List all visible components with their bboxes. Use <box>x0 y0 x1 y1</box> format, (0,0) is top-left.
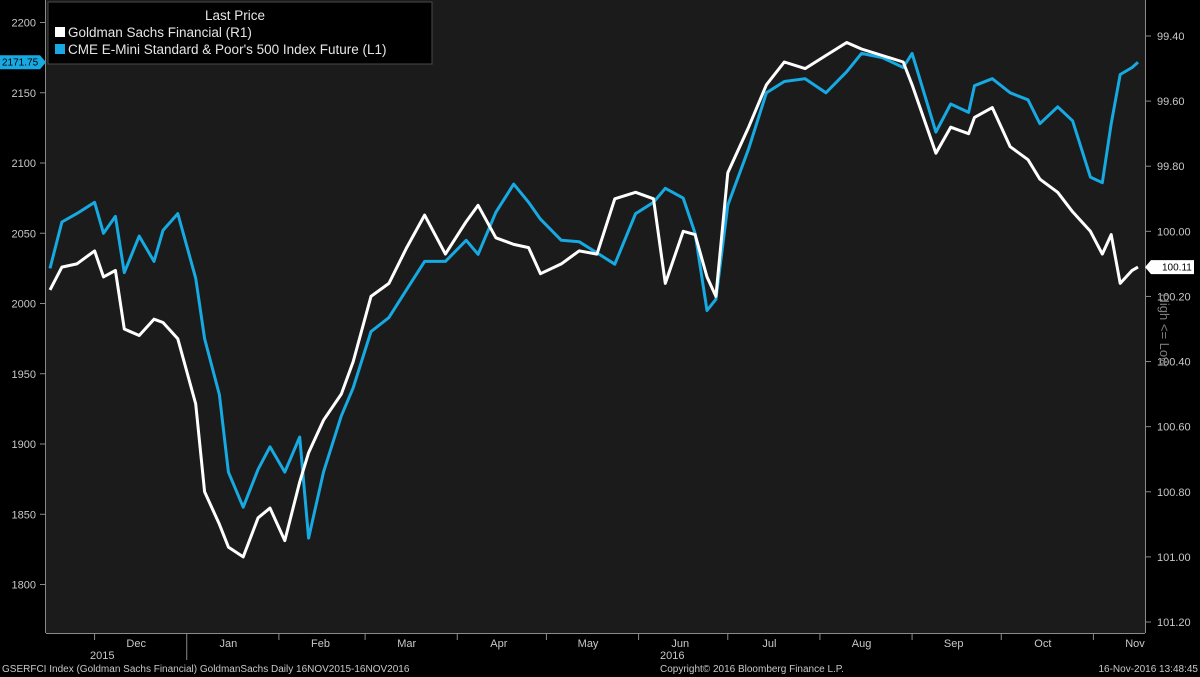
month-label: Feb <box>311 638 330 650</box>
left-tick-label: 1800 <box>12 580 36 592</box>
right-tick-label: 100.80 <box>1157 487 1191 499</box>
footer-ticker: GSERFCI Index (Goldman Sachs Financial) … <box>2 664 410 675</box>
left-last-value-flag: 2171.75 <box>0 55 46 70</box>
month-label: Jan <box>219 638 237 650</box>
plot-area <box>46 0 1145 633</box>
month-label: Nov <box>1125 638 1145 650</box>
left-tick-label: 2100 <box>12 158 36 170</box>
spx-future-line <box>48 51 1140 540</box>
month-label: May <box>578 638 599 650</box>
right-tick-label: 101.00 <box>1157 552 1191 564</box>
month-label: Oct <box>1034 638 1051 650</box>
month-label: Mar <box>397 638 416 650</box>
left-axis-ticks: 2200 2150 2100 2050 2000 1950 1900 1850 1800 <box>12 18 46 592</box>
month-label: Sep <box>944 638 964 650</box>
left-last-value-marker <box>0 55 46 70</box>
month-label: Aug <box>852 638 872 650</box>
right-tick-label: 99.60 <box>1157 96 1185 108</box>
right-tick-label: 99.80 <box>1157 161 1185 173</box>
right-tick-label: 100.20 <box>1157 291 1191 303</box>
month-label: Apr <box>490 638 507 650</box>
left-tick-label: 2050 <box>12 228 36 240</box>
legend-entry-goldman: Goldman Sachs Financial (R1) <box>68 25 252 40</box>
year-label: 2015 <box>90 650 114 662</box>
left-tick-label: 2150 <box>12 88 36 100</box>
left-tick-label: 2000 <box>12 299 36 311</box>
right-axis-label: High <= Low <box>1157 294 1172 368</box>
year-label: 2016 <box>660 650 684 662</box>
left-tick-label: 2200 <box>12 18 36 30</box>
right-axis-ticks: 99.40 99.60 99.80 100.00 100.20 100.40 100.60 1… <box>1145 31 1191 629</box>
right-last-value-marker <box>1145 260 1194 275</box>
left-tick-label: 1950 <box>12 369 36 381</box>
left-last-value-label: 2171.75 <box>2 58 39 69</box>
legend-swatch-spx-future <box>55 44 65 54</box>
goldman-financial-line <box>48 41 1139 559</box>
legend-box <box>47 1 433 65</box>
right-last-value-label: 100.11 <box>1162 263 1192 274</box>
legend-entry-spx-future: CME E-Mini Standard & Poor's 500 Index F… <box>68 42 386 57</box>
x-axis-ticks: Dec Jan Feb Mar Apr May Jun Jul Aug Sep Oct Nov 2015… <box>90 633 1145 662</box>
legend-swatch-goldman <box>55 27 65 37</box>
month-label: Jul <box>762 638 776 650</box>
series-layer <box>48 41 1140 559</box>
footer-timestamp: 16-Nov-2016 13:48:45 <box>1098 664 1198 675</box>
left-tick-label: 1850 <box>12 509 36 521</box>
right-tick-label: 100.00 <box>1157 226 1191 238</box>
footer-copyright: Copyright© 2016 Bloomberg Finance L.P. <box>660 664 844 675</box>
right-tick-label: 100.40 <box>1157 357 1191 369</box>
left-tick-label: 1900 <box>12 439 36 451</box>
right-last-value-flag: 100.11 <box>1145 260 1194 275</box>
right-tick-label: 100.60 <box>1157 422 1191 434</box>
legend: Last Price Goldman Sachs Financial (R1) … <box>47 1 433 65</box>
right-tick-label: 99.40 <box>1157 31 1185 43</box>
month-label: Dec <box>126 638 146 650</box>
legend-title: Last Price <box>205 8 265 23</box>
right-tick-label: 101.20 <box>1157 617 1191 629</box>
month-label: Jun <box>671 638 689 650</box>
